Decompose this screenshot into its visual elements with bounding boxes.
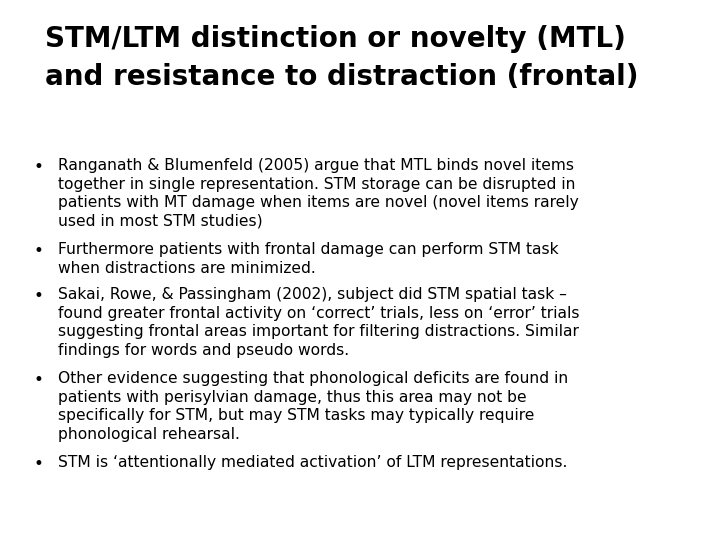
- Text: Ranganath & Blumenfeld (2005) argue that MTL binds novel items
together in singl: Ranganath & Blumenfeld (2005) argue that…: [58, 158, 579, 229]
- Text: •: •: [33, 158, 43, 176]
- Text: •: •: [33, 287, 43, 305]
- Text: •: •: [33, 455, 43, 473]
- Text: STM/LTM distinction or novelty (MTL): STM/LTM distinction or novelty (MTL): [45, 25, 626, 53]
- Text: •: •: [33, 371, 43, 389]
- Text: and resistance to distraction (frontal): and resistance to distraction (frontal): [45, 63, 639, 91]
- Text: •: •: [33, 242, 43, 260]
- Text: Sakai, Rowe, & Passingham (2002), subject did STM spatial task –
found greater f: Sakai, Rowe, & Passingham (2002), subjec…: [58, 287, 580, 358]
- Text: Other evidence suggesting that phonological deficits are found in
patients with : Other evidence suggesting that phonologi…: [58, 371, 568, 442]
- Text: STM is ‘attentionally mediated activation’ of LTM representations.: STM is ‘attentionally mediated activatio…: [58, 455, 567, 470]
- Text: Furthermore patients with frontal damage can perform STM task
when distractions : Furthermore patients with frontal damage…: [58, 242, 559, 275]
